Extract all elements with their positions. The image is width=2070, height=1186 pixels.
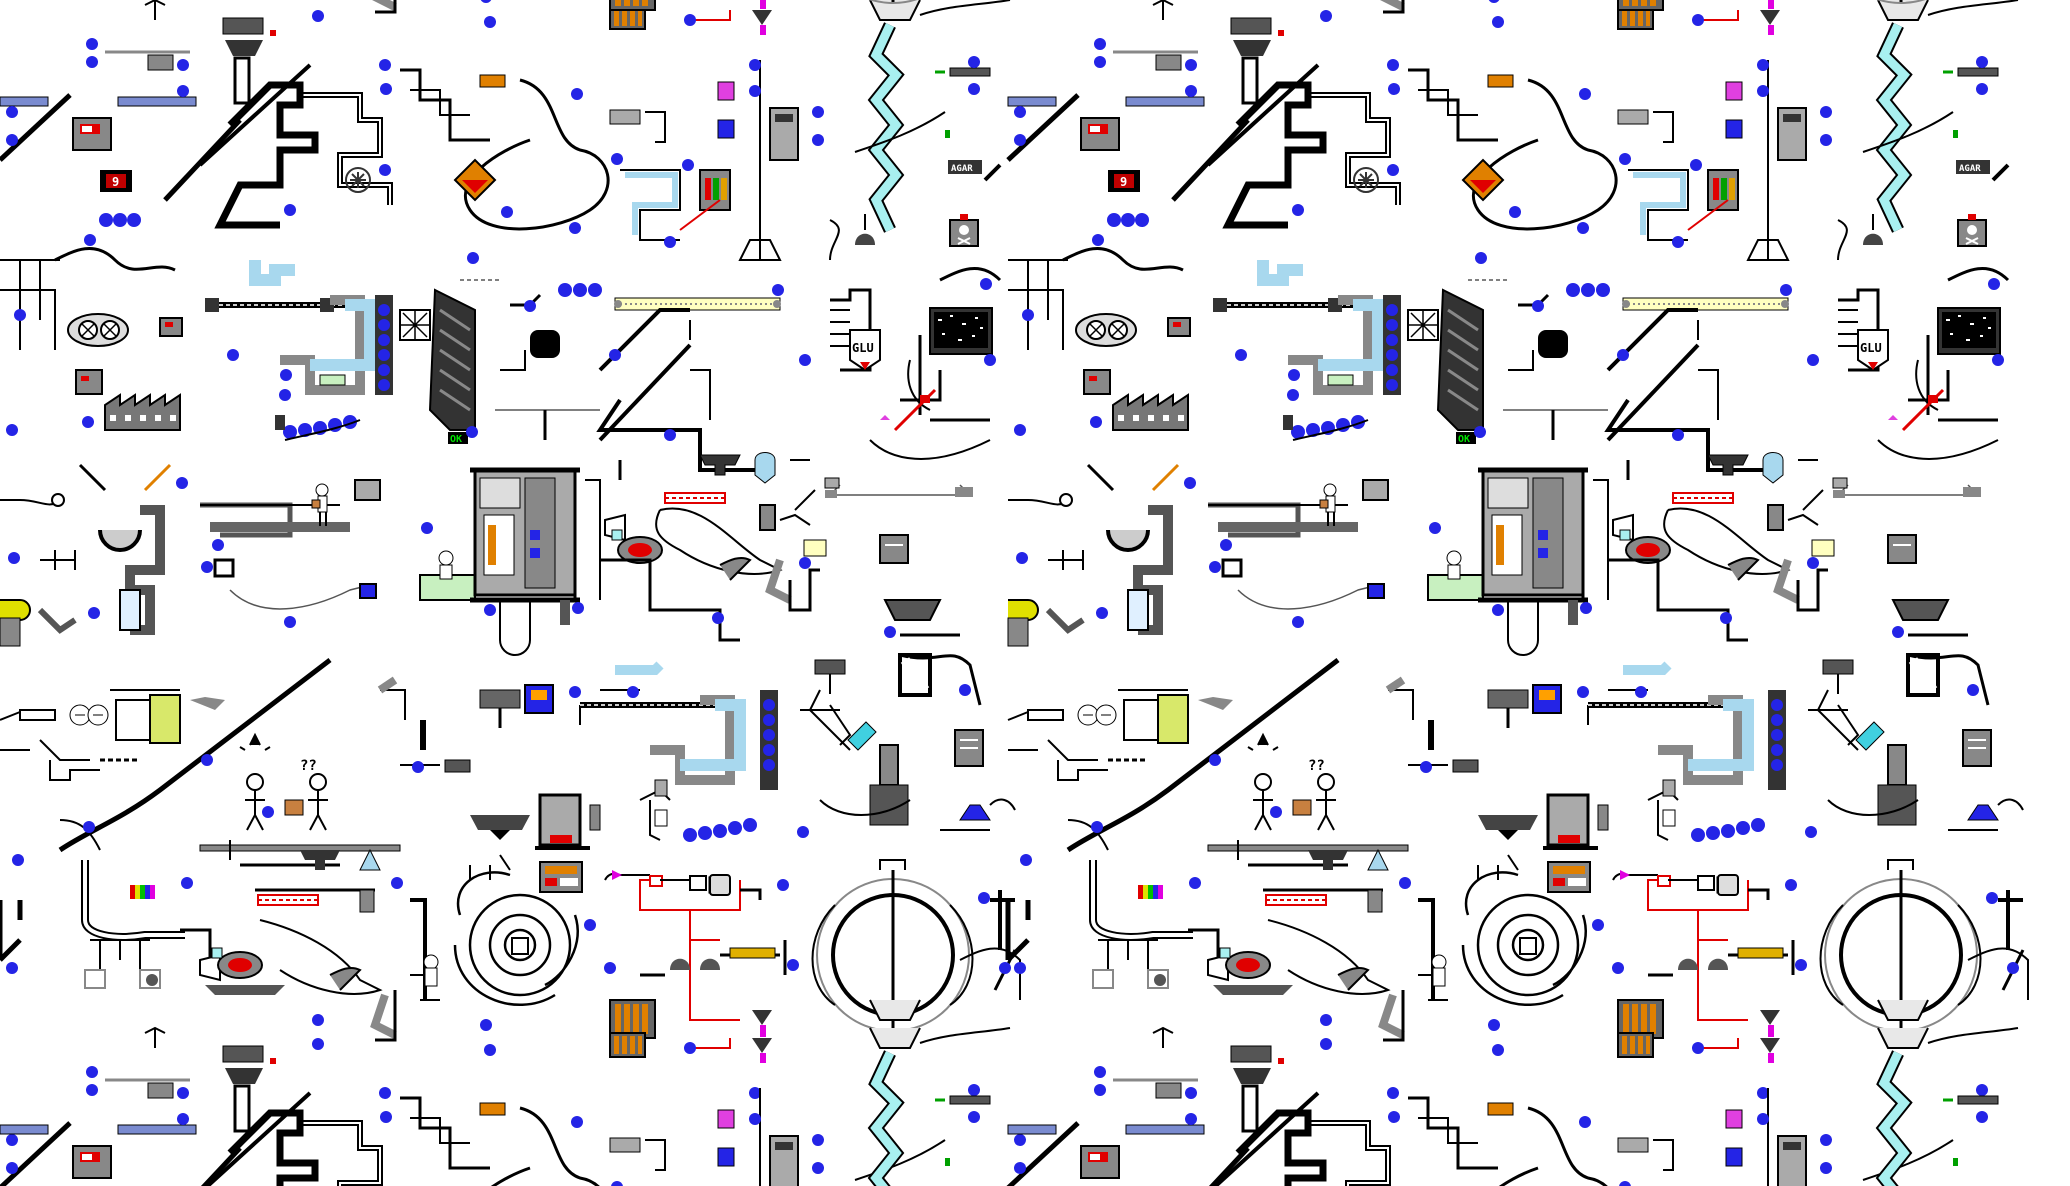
tile-b: [1008, 0, 2028, 1180]
tile-e: [0, 1028, 1020, 1186]
tile-f: [1008, 1028, 2028, 1186]
tile-d: [1008, 0, 2028, 152]
tile-c: [0, 0, 1020, 152]
tile-a: [0, 0, 1020, 1180]
